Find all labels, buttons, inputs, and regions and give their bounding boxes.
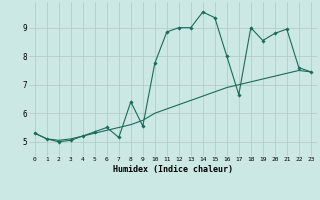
X-axis label: Humidex (Indice chaleur): Humidex (Indice chaleur) (113, 165, 233, 174)
